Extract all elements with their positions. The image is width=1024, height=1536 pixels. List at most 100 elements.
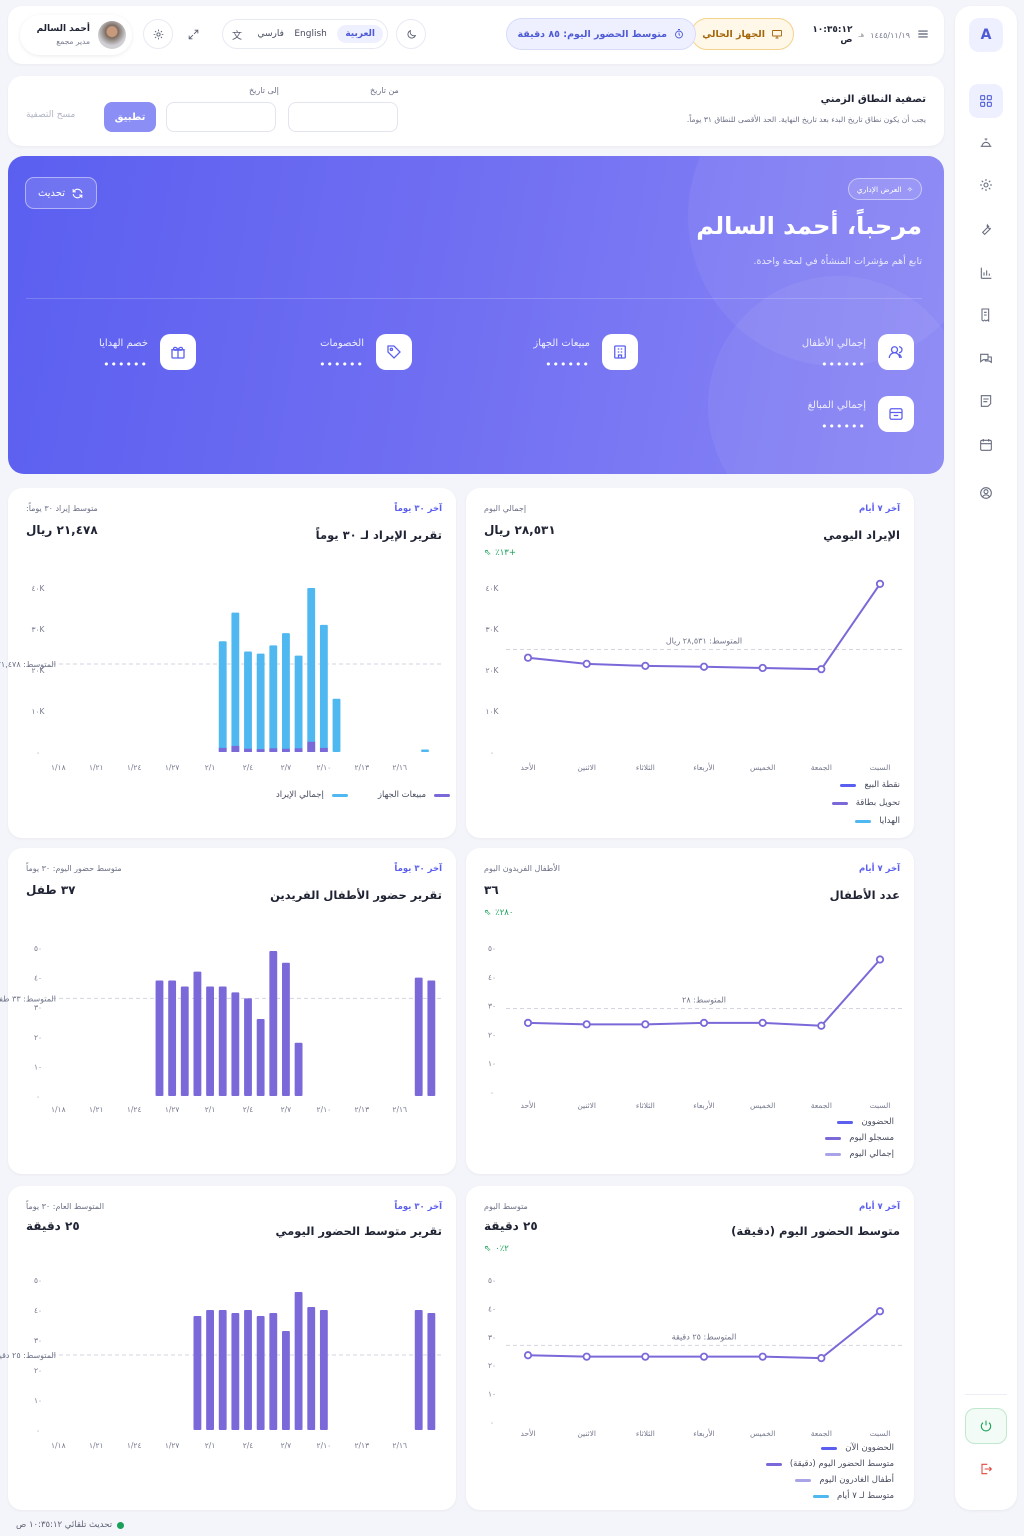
- legend-swatch: [812, 1494, 829, 1498]
- y-tick-label: ١٠: [34, 1396, 42, 1405]
- bar: [218, 1310, 227, 1430]
- legend-swatch: [831, 801, 848, 805]
- timer-icon: [675, 29, 683, 39]
- y-tick-label: ١٠: [488, 1390, 496, 1399]
- x-tick-label: الثلاثاء: [636, 763, 655, 772]
- hijri-date: ١٤٤٥/١١/١٩: [870, 30, 910, 40]
- menu-icon[interactable]: [916, 27, 930, 44]
- refresh-button[interactable]: تحديث: [25, 177, 97, 209]
- daily-revenue-chart: ٠ ١٠K ٢٠K ٣٠K ٤٠K الأحد الاثنين الثلاثاء الأربعا…: [486, 579, 902, 772]
- current-device-badge[interactable]: الجهاز الحالي: [691, 18, 794, 50]
- bar-segment-device: [256, 749, 265, 752]
- legend-swatch: [434, 793, 451, 797]
- change-value: ٢٨٠٪: [495, 908, 514, 918]
- lang-arabic-button[interactable]: العربية: [337, 25, 383, 43]
- legend-device-sales: مبيعات الجهاز: [377, 790, 427, 800]
- sidebar-item-calendar[interactable]: [969, 428, 1003, 462]
- card-value: ٢٨,٥٣١ ريال: [484, 523, 556, 537]
- attendance-30-card: آخر ٣٠ يوماً تقرير حضور الأطفال الفريدين…: [0, 848, 456, 1174]
- stat-gift-discount-label: خصم الهدايا: [99, 338, 148, 349]
- sidebar-item-messages[interactable]: [969, 342, 1003, 376]
- legend-swatch: [765, 1462, 782, 1466]
- app-logo[interactable]: A: [969, 18, 1003, 52]
- y-tick-label: ٥٠: [34, 944, 42, 953]
- bar: [282, 962, 290, 1096]
- monitor-icon: [772, 30, 782, 39]
- x-tick-label: الخميس: [750, 1101, 775, 1110]
- legend-item: تحويل بطاقة: [831, 798, 900, 808]
- bar: [282, 1331, 290, 1430]
- sidebar-item-reception[interactable]: [969, 126, 1003, 160]
- theme-toggle-button[interactable]: [396, 19, 426, 49]
- bar: [193, 1316, 202, 1430]
- bar: [427, 980, 436, 1096]
- data-point: [817, 1354, 826, 1363]
- x-tick-label: ٢/١: [205, 1105, 216, 1114]
- to-date-label: إلى تاريخ: [249, 86, 279, 95]
- apply-filter-button[interactable]: تطبيق: [104, 102, 156, 132]
- sidebar-item-profile[interactable]: [969, 476, 1003, 510]
- y-tick-label: ٠: [490, 1418, 494, 1427]
- date-time: ١٤٤٥/١١/١٩ هـ ١٠:٣٥:١٢ ص: [812, 18, 930, 52]
- x-tick-label: الثلاثاء: [636, 1429, 655, 1438]
- logout-button[interactable]: [969, 1452, 1003, 1486]
- user-profile[interactable]: أحمد السالم مدير مجمع: [20, 15, 132, 55]
- y-tick-label: ٢٠K: [32, 666, 46, 675]
- sidebar-item-dashboard[interactable]: [969, 84, 1003, 118]
- chart-legend: مبيعات الجهاز إجمالي الإيراد: [276, 790, 451, 800]
- greeting-subtitle: تابع أهم مؤشرات المنشأة في لمحة واحدة.: [753, 256, 922, 267]
- legend-total-revenue: إجمالي الإيراد: [276, 790, 324, 800]
- user-circle-icon: [980, 487, 992, 499]
- avg-attendance-text: متوسط الحضور اليوم: ٨٥ دقيقة: [517, 28, 667, 40]
- legend-item: نقطة البيع: [840, 780, 900, 790]
- x-tick-label: ١/٢٤: [127, 763, 142, 772]
- x-tick-label: ٢/٧: [281, 1441, 292, 1450]
- filter-hint: يجب أن يكون نطاق تاريخ البدء بعد تاريخ ا…: [686, 115, 926, 124]
- fullscreen-button[interactable]: [178, 19, 208, 49]
- data-point: [641, 1020, 650, 1029]
- y-tick-label: ٣٠K: [486, 625, 500, 634]
- sidebar-item-invoices[interactable]: [969, 298, 1003, 332]
- card-sublabel: إجمالي اليوم: [484, 504, 527, 513]
- settings-button[interactable]: [143, 19, 173, 49]
- x-tick-label: السبت: [870, 1101, 891, 1110]
- bar: [168, 980, 177, 1096]
- x-tick-label: ١/١٨: [51, 763, 66, 772]
- bar: [307, 1307, 316, 1430]
- auto-update-text: تحديث تلقائي ١٠:٣٥:١٢ ص: [16, 1520, 113, 1530]
- average-label: المتوسط: ٢٨,٥٣١ ريال: [666, 637, 742, 646]
- from-date-input[interactable]: [288, 102, 398, 132]
- sidebar-item-reports[interactable]: [969, 256, 1003, 290]
- bar: [231, 1313, 240, 1430]
- bar: [206, 1310, 214, 1430]
- data-point: [875, 1307, 885, 1316]
- clear-filter-button[interactable]: مسح التصفية: [26, 110, 76, 120]
- bar-segment-device: [218, 747, 227, 752]
- x-tick-label: ٢/١٦: [392, 1105, 407, 1114]
- sidebar-item-tools[interactable]: [969, 212, 1003, 246]
- x-tick-label: الجمعة: [811, 763, 832, 772]
- legend-swatch: [855, 819, 872, 823]
- bar-segment-device: [269, 748, 278, 752]
- x-tick-label: ١/٢٧: [165, 1105, 180, 1114]
- bar: [155, 980, 164, 1096]
- y-tick-label: ١٠: [488, 1059, 496, 1068]
- bar: [319, 624, 328, 752]
- y-tick-label: ٢٠: [34, 1033, 42, 1042]
- calendar-icon: [980, 439, 992, 451]
- sidebar-item-settings[interactable]: [969, 168, 1003, 202]
- x-tick-label: الثلاثاء: [636, 1101, 655, 1110]
- to-date-input[interactable]: [166, 102, 276, 132]
- lang-farsi-button[interactable]: فارسي: [257, 29, 284, 39]
- period-label: آخر ٧ أيام: [859, 864, 900, 874]
- legend-swatch: [821, 1446, 838, 1450]
- power-button[interactable]: [965, 1408, 1007, 1444]
- change-indicator: ٢٪٠ ⇖: [484, 1244, 509, 1254]
- data-point: [875, 955, 885, 964]
- x-tick-label: ١/٢١: [89, 1105, 104, 1114]
- sidebar-item-notes[interactable]: [969, 384, 1003, 418]
- lang-english-button[interactable]: English: [294, 29, 327, 39]
- data-point: [582, 659, 591, 668]
- card-title: متوسط الحضور اليوم (دقيقة): [731, 1224, 900, 1238]
- x-tick-label: ٢/١٣: [354, 1441, 369, 1450]
